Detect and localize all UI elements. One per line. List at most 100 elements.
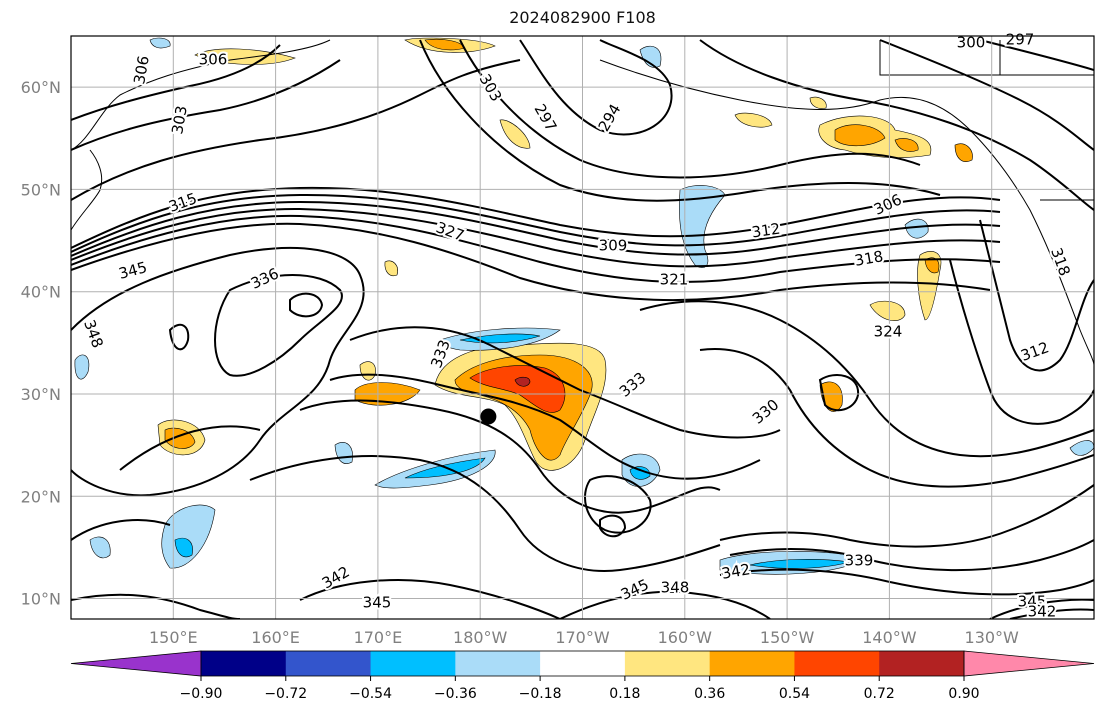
contour-line (979, 39, 1094, 71)
longitude-labels: 150°E 160°E 170°E 180°W 170°W 160°W 150°W 140°W… (149, 628, 1019, 647)
contour-line (459, 39, 921, 179)
contour-line (119, 425, 261, 471)
contour-line (329, 373, 761, 480)
colorbar-swatch (709, 651, 795, 676)
contour-line (719, 568, 1094, 596)
contour-line (214, 274, 343, 377)
contour-line (71, 214, 1001, 284)
contour-label: 300 (957, 34, 986, 52)
anomaly-positive-region (499, 119, 531, 149)
anomaly-negative-region (74, 354, 90, 380)
contour-label: 342 (1028, 603, 1057, 621)
anomaly-positive-region (469, 365, 566, 413)
colorbar-tick-label: −0.72 (264, 686, 307, 702)
lon-tick-label: 160°W (658, 628, 713, 647)
colorbar-swatch (624, 651, 711, 676)
coastline (879, 40, 1094, 76)
contour-line (289, 292, 324, 318)
contour-line (519, 39, 673, 136)
contour-line (349, 326, 781, 439)
contour-line (729, 539, 1094, 572)
anomaly-negative-region (679, 185, 726, 269)
contour-line (71, 246, 365, 497)
lon-tick-label: 130°W (965, 628, 1020, 647)
contour-line (299, 399, 721, 514)
lon-tick-label: 150°W (760, 628, 815, 647)
latitude-labels: 60°N 50°N 40°N 30°N 20°N 10°N (21, 78, 61, 608)
anomaly-negative-region (149, 37, 171, 49)
colorbar-swatch (370, 651, 456, 676)
anomaly-positive-region (734, 112, 773, 128)
contour-line (71, 193, 1001, 253)
anomaly-negative-region (749, 559, 851, 569)
contour-line (559, 590, 771, 619)
contour-line (71, 44, 281, 121)
contour-line (71, 519, 171, 541)
contour-line (71, 200, 1001, 257)
colorbar-tick-label: −0.36 (434, 686, 477, 702)
anomaly-positive-region (924, 257, 940, 274)
coastline (71, 39, 331, 151)
contour-label: 345 (363, 594, 392, 612)
coastlines (71, 39, 1094, 366)
contour-line (989, 598, 1094, 619)
figure-title: 2024082900 F108 (509, 8, 656, 27)
contour-line (71, 59, 521, 201)
colorbar-tick-label: −0.18 (519, 686, 562, 702)
contour-label: 345 (1018, 593, 1047, 611)
contour-line (599, 514, 627, 538)
contour-line (699, 348, 1094, 488)
contour-line (419, 39, 941, 202)
contour-label: 321 (660, 271, 689, 289)
contour-line (979, 219, 1094, 372)
anomaly-negative-region (174, 537, 193, 558)
contour-line (71, 222, 991, 302)
colorbar-tick-label: 0.36 (694, 686, 725, 702)
anomaly-positive-region (809, 96, 827, 109)
anomaly-positive-region (514, 376, 531, 387)
colorbar-tick-label: −0.54 (349, 686, 392, 702)
coastline (599, 59, 1094, 366)
anomaly-negative-region (89, 536, 111, 559)
anomaly-negative-region (1069, 440, 1094, 456)
contour-line (168, 323, 190, 351)
lat-tick-label: 60°N (21, 78, 61, 97)
lon-tick-label: 170°W (555, 628, 610, 647)
colorbar-extend-low (70, 650, 202, 677)
theta-contours (71, 39, 1094, 619)
colorbar-swatch (455, 651, 541, 676)
contour-line (299, 579, 561, 619)
contour-label: 297 (1006, 31, 1035, 49)
colorbar-tick-label: 0.18 (609, 686, 640, 702)
contour-label: 339 (845, 552, 874, 570)
contour-line (949, 259, 1094, 425)
anomaly-negative-region (904, 218, 929, 239)
contour-label: 324 (874, 323, 903, 341)
lat-tick-label: 20°N (21, 487, 61, 506)
lon-tick-label: 180°W (453, 628, 508, 647)
contour-label: 348 (661, 579, 690, 597)
coastline (71, 149, 103, 231)
lat-tick-label: 40°N (21, 283, 61, 302)
lon-tick-label: 170°E (354, 628, 403, 647)
colorbar-tick-label: 0.54 (779, 686, 810, 702)
lat-tick-label: 50°N (21, 180, 61, 199)
contour-line (1009, 608, 1094, 619)
contour-label: 306 (199, 51, 228, 69)
lat-tick-label: 10°N (21, 590, 61, 609)
colorbar-swatch (879, 651, 965, 676)
storm-center-marker (480, 408, 497, 425)
colorbar: −0.90 −0.72 −0.54 −0.36 −0.18 0.18 0.36 0.54 0.7… (70, 650, 1095, 702)
anomaly-positive-region (894, 138, 919, 152)
anomaly-positive-region (384, 260, 398, 277)
map-frame (70, 35, 1095, 620)
contour-line (719, 484, 1094, 548)
contour-line (639, 300, 1094, 458)
graticule (71, 36, 1094, 619)
lon-tick-label: 140°W (862, 628, 917, 647)
anomaly-positive-region (869, 300, 906, 322)
contour-line (71, 186, 1001, 249)
anomaly-positive-region (834, 124, 886, 147)
contour-line (879, 39, 1094, 151)
